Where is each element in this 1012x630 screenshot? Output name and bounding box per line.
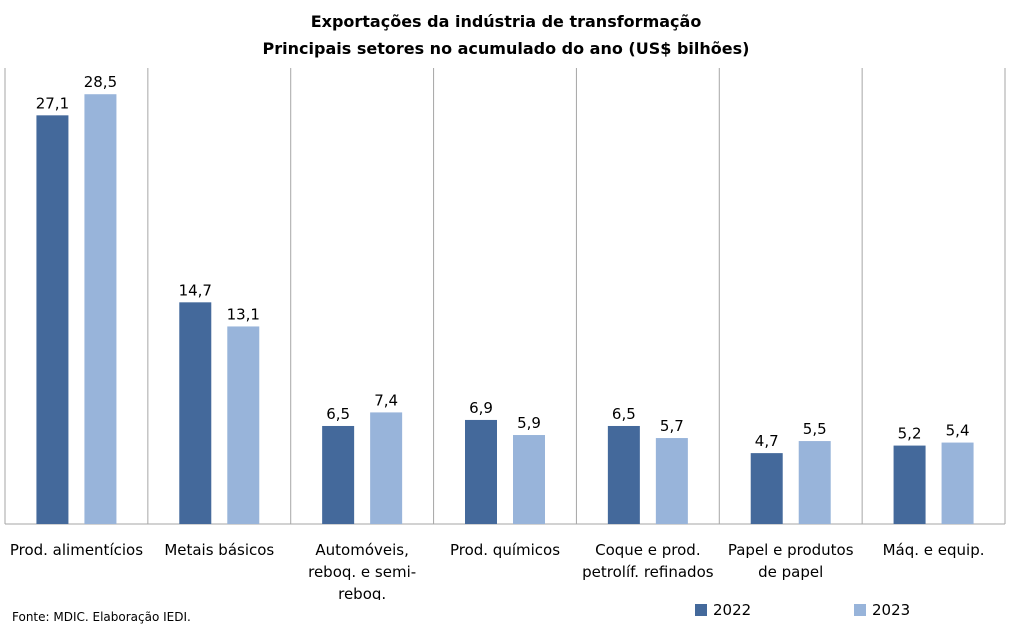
category-label: Papel e produtos (728, 541, 854, 559)
data-label-2022: 4,7 (755, 432, 779, 450)
category-label: Coque e prod. (595, 541, 701, 559)
data-label-2023: 13,1 (227, 305, 260, 323)
data-label-2022: 6,5 (326, 405, 350, 423)
data-label-2022: 6,9 (469, 399, 493, 417)
legend-swatch-2022 (695, 604, 707, 616)
category-label: Máq. e equip. (883, 541, 985, 559)
legend-label-2022: 2022 (713, 601, 752, 619)
bar-2023 (513, 435, 545, 524)
category-label: Prod. alimentícios (10, 541, 143, 559)
category-label: Metais básicos (164, 541, 274, 559)
bar-2022 (750, 453, 783, 524)
legend-item-2022: 2022 (695, 601, 751, 619)
legend-swatch-2023 (854, 604, 866, 616)
bar-2023 (798, 441, 831, 524)
bar-2022 (322, 425, 355, 524)
bar-2022 (465, 419, 497, 524)
bar-2022 (893, 445, 926, 524)
bar-2023 (84, 94, 117, 524)
bar-2022 (36, 115, 69, 524)
data-label-2023: 5,4 (946, 422, 970, 440)
category-label: Automóveis, (315, 541, 408, 559)
bar-2022 (179, 302, 212, 524)
bar-2023 (655, 438, 688, 524)
data-label-2022: 14,7 (179, 281, 212, 299)
bar-2023 (370, 412, 403, 524)
legend-label-2023: 2023 (872, 601, 911, 619)
data-label-2023: 7,4 (374, 391, 398, 409)
bar-2023 (227, 326, 260, 524)
source-note: Fonte: MDIC. Elaboração IEDI. (12, 610, 191, 624)
bar-2023 (941, 442, 974, 524)
category-label: de papel (758, 563, 823, 581)
data-label-2023: 5,5 (803, 420, 827, 438)
data-label-2023: 28,5 (84, 73, 117, 91)
data-label-2023: 5,7 (660, 417, 684, 435)
category-label: Prod. químicos (450, 541, 560, 559)
data-label-2022: 6,5 (612, 405, 636, 423)
data-label-2022: 5,2 (898, 425, 922, 443)
data-label-2023: 5,9 (517, 414, 541, 432)
category-label: reboq. e semi- (308, 563, 416, 581)
legend-item-2023: 2023 (854, 601, 910, 619)
category-label: reboq. (338, 585, 386, 600)
bar-2022 (607, 425, 640, 524)
chart-subtitle: Principais setores no acumulado do ano (… (262, 39, 750, 58)
chart-title: Exportações da indústria de transformaçã… (310, 12, 702, 31)
data-label-2022: 27,1 (36, 94, 69, 112)
bar-chart: 27,1 28,5 Prod. alimentícios 14,7 13,1 Metais… (4, 68, 1006, 600)
category-label: petrolíf. refinados (582, 563, 714, 581)
